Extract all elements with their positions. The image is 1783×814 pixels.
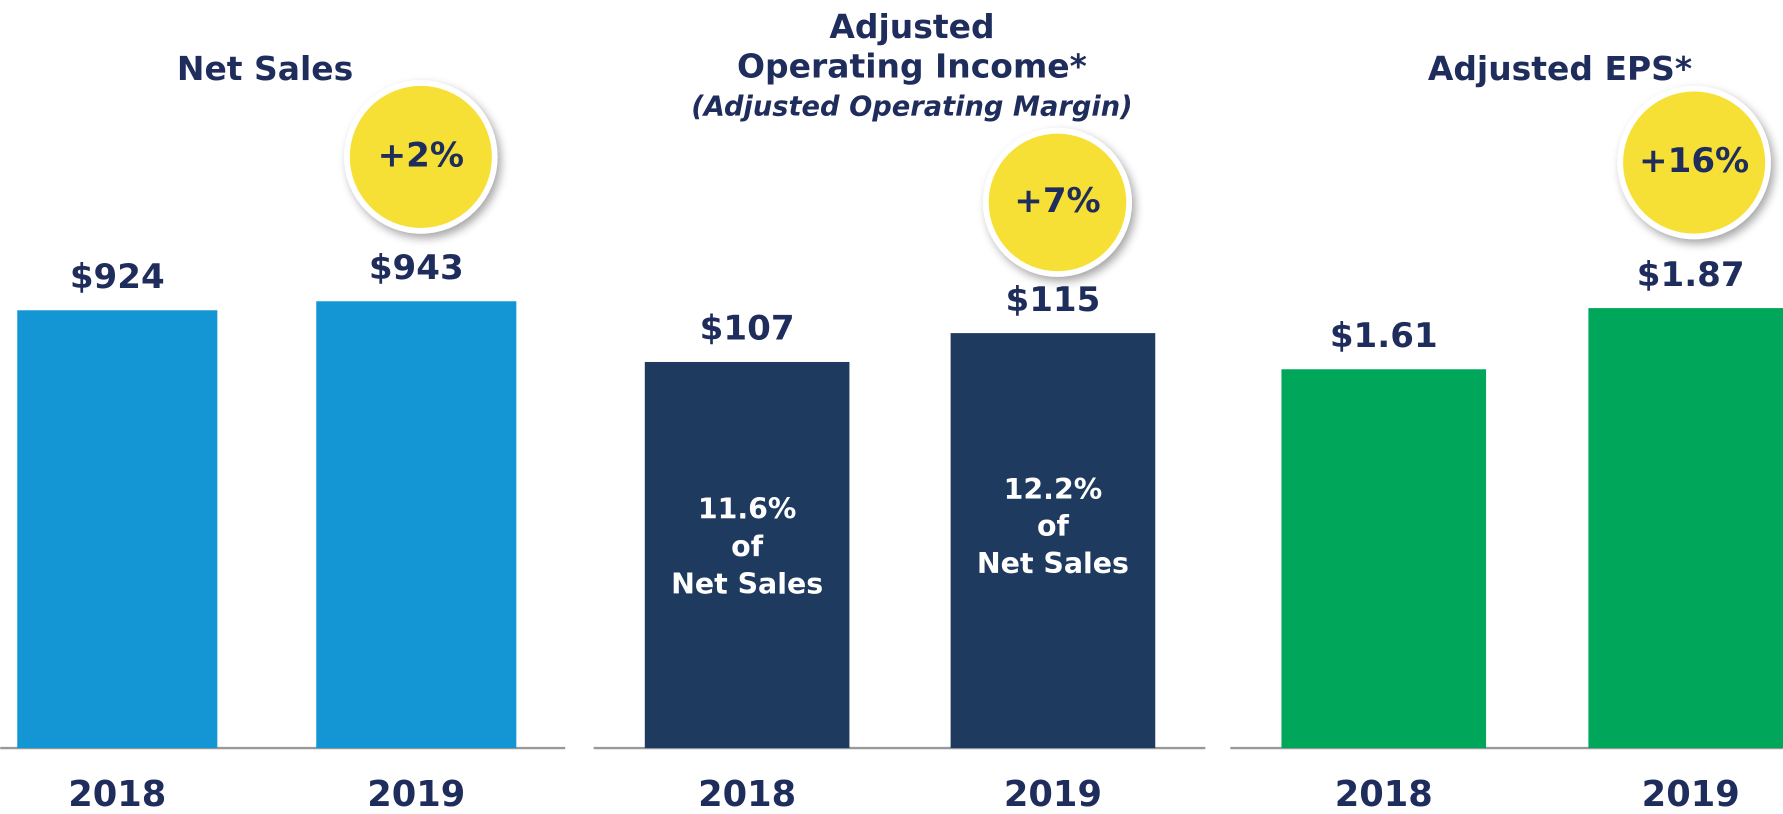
bar: [950, 333, 1156, 749]
badge-label: +7%: [1014, 181, 1100, 221]
x-tick-label: 2019: [1004, 774, 1102, 814]
bar-inner-label: of: [731, 530, 764, 563]
x-tick-label: 2018: [68, 774, 166, 814]
bar: [1588, 308, 1783, 749]
bar: [644, 361, 850, 749]
bar-inner-label: Net Sales: [977, 547, 1129, 580]
x-tick-label: 2019: [367, 774, 465, 814]
value-label: $1.87: [1637, 255, 1745, 295]
bar: [17, 310, 218, 749]
badge: [983, 127, 1132, 277]
badge: [344, 80, 498, 234]
chart-title: Adjusted EPS*: [1428, 49, 1692, 88]
badge: [1617, 85, 1771, 240]
bar-inner-label: 11.6%: [698, 492, 797, 525]
badge-label: +16%: [1639, 141, 1749, 181]
value-label: $1.61: [1330, 316, 1438, 356]
chart-title: Operating Income*: [737, 47, 1087, 86]
value-label: $115: [1005, 280, 1100, 320]
value-label: $107: [700, 309, 795, 349]
value-label: $943: [369, 248, 464, 288]
chart-subtitle: (Adjusted Operating Margin): [691, 92, 1132, 123]
bar: [316, 301, 517, 749]
bar-inner-label: 12.2%: [1004, 473, 1103, 506]
chart-title: Net Sales: [177, 49, 353, 88]
bar-inner-label: of: [1037, 510, 1070, 543]
x-tick-label: 2018: [1335, 774, 1433, 814]
chart-title: Adjusted: [829, 7, 994, 46]
x-tick-label: 2019: [1642, 774, 1740, 814]
bar: [1281, 369, 1487, 749]
badge-label: +2%: [378, 135, 464, 175]
value-label: $924: [70, 257, 165, 297]
x-tick-label: 2018: [698, 774, 796, 814]
bar-inner-label: Net Sales: [671, 567, 823, 600]
